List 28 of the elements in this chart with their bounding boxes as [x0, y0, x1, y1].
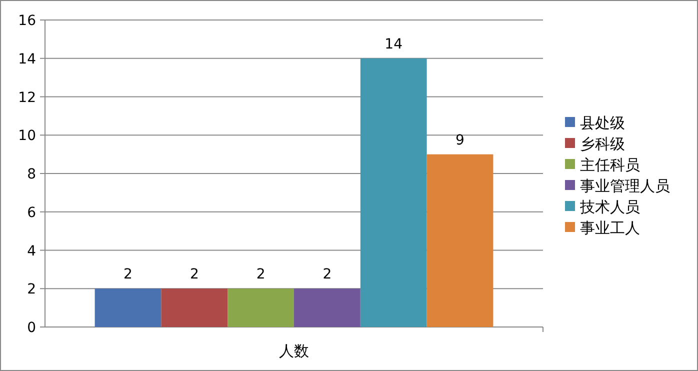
y-tick-label: 0	[27, 320, 36, 336]
legend-label: 主任科员	[580, 156, 640, 174]
legend-label: 县处级	[580, 114, 625, 132]
y-tick-label: 14	[18, 51, 36, 68]
data-label: 2	[322, 266, 332, 283]
x-tick-label: 人数	[279, 342, 309, 360]
legend-label: 技术人员	[579, 198, 640, 216]
data-label: 2	[256, 266, 266, 283]
bar	[228, 288, 294, 327]
y-tick-label: 12	[18, 90, 36, 106]
data-label: 2	[190, 266, 199, 283]
data-label: 9	[456, 132, 464, 148]
y-tick-label: 8	[27, 166, 36, 182]
y-tick-label: 16	[18, 13, 36, 29]
y-tick-label: 2	[27, 282, 36, 298]
legend-label: 事业工人	[580, 219, 640, 237]
bar	[426, 154, 494, 327]
y-tick-label: 6	[27, 204, 36, 221]
bar	[294, 288, 360, 327]
bar	[360, 58, 427, 327]
legend-label: 事业管理人员	[580, 177, 670, 195]
y-tick-label: 4	[27, 243, 36, 260]
y-tick-label: 10	[18, 128, 36, 144]
data-label: 14	[384, 36, 403, 52]
data-label: 2	[124, 266, 132, 283]
bar	[161, 288, 228, 327]
legend-label: 乡科级	[580, 135, 625, 153]
bar	[94, 288, 162, 327]
